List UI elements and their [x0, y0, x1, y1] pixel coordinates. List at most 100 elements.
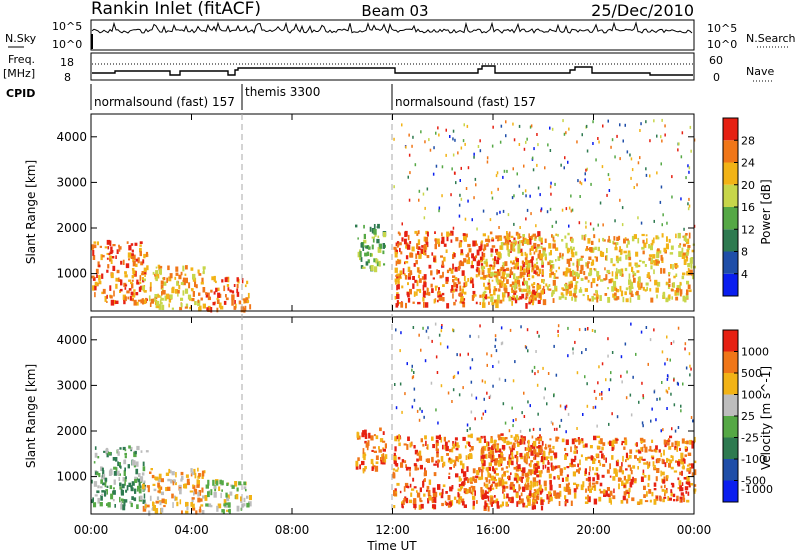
heatmap-cell	[193, 468, 196, 474]
heatmap-cell	[137, 478, 140, 483]
heatmap-cell	[454, 138, 456, 142]
heatmap-cell	[516, 279, 520, 285]
heatmap-cell	[552, 422, 554, 426]
heatmap-cell	[521, 477, 523, 483]
heatmap-cell	[668, 238, 671, 243]
heatmap-cell	[451, 459, 455, 463]
heatmap-cell	[616, 415, 619, 419]
heatmap-cell	[437, 270, 440, 274]
heatmap-cell	[427, 489, 431, 496]
heatmap-cell	[460, 252, 464, 256]
heatmap-cell	[435, 439, 439, 444]
heatmap-cell	[568, 281, 572, 285]
heatmap-cell	[580, 255, 584, 258]
heatmap-cell	[530, 469, 533, 476]
heatmap-cell	[528, 233, 530, 239]
heatmap-cell	[512, 442, 516, 449]
heatmap-cell	[622, 495, 626, 501]
heatmap-cell	[652, 461, 655, 467]
heatmap-cell	[643, 475, 647, 478]
heatmap-cell	[531, 283, 534, 287]
heatmap-cell	[483, 244, 487, 251]
heatmap-cell	[127, 464, 130, 469]
heatmap-cell	[537, 143, 539, 147]
heatmap-cell	[152, 505, 156, 511]
heatmap-cell	[445, 445, 449, 452]
heatmap-cell	[633, 277, 636, 283]
heatmap-cell	[356, 432, 360, 438]
heatmap-cell	[420, 438, 423, 443]
heatmap-cell	[599, 450, 603, 453]
heatmap-cell	[563, 132, 566, 136]
heatmap-cell	[504, 239, 507, 244]
heatmap-cell	[619, 198, 621, 202]
heatmap-cell	[622, 139, 624, 143]
heatmap-cell	[154, 508, 159, 514]
heatmap-cell	[143, 270, 147, 275]
heatmap-cell	[416, 458, 419, 462]
heatmap-cell	[540, 209, 542, 213]
heatmap-cell	[457, 492, 460, 498]
heatmap-cell	[518, 484, 521, 489]
heatmap-cell	[513, 291, 517, 295]
heatmap-cell	[517, 297, 520, 301]
heatmap-cell	[399, 247, 401, 253]
heatmap-cell	[142, 461, 145, 467]
heatmap-cell	[576, 439, 579, 442]
heatmap-cell	[463, 235, 466, 241]
heatmap-cell	[493, 500, 497, 504]
heatmap-cell	[668, 272, 671, 275]
heatmap-cell	[463, 275, 466, 282]
heatmap-cell	[584, 178, 586, 182]
heatmap-cell	[452, 328, 454, 332]
heatmap-cell	[533, 464, 535, 469]
heatmap-cell	[223, 300, 227, 305]
heatmap-cell	[117, 278, 120, 282]
heatmap-cell	[407, 436, 410, 441]
heatmap-cell	[626, 150, 629, 154]
heatmap-cell	[530, 460, 534, 463]
colorbar-tick-label: -25	[741, 432, 759, 445]
heatmap-cell	[195, 284, 198, 289]
heatmap-cell	[528, 301, 531, 305]
heatmap-cell	[575, 484, 579, 490]
heatmap-cell	[545, 257, 547, 261]
heatmap-cell	[94, 285, 97, 291]
heatmap-cell	[637, 466, 639, 470]
heatmap-cell	[650, 297, 654, 303]
heatmap-cell	[547, 500, 550, 504]
heatmap-cell	[508, 253, 510, 257]
heatmap-cell	[125, 476, 127, 480]
heatmap-cell	[686, 499, 690, 503]
heatmap-cell	[192, 485, 196, 489]
heatmap-cell	[509, 284, 513, 287]
heatmap-cell	[633, 186, 635, 189]
heatmap-cell	[542, 464, 544, 470]
heatmap-cell	[620, 248, 623, 255]
heatmap-cell	[514, 297, 518, 304]
heatmap-cell	[185, 303, 189, 309]
power-heatmap-cells	[91, 118, 696, 313]
heatmap-cell	[440, 329, 443, 333]
heatmap-cell	[419, 500, 423, 503]
heatmap-cell	[594, 246, 597, 250]
heatmap-cell	[615, 244, 617, 249]
heatmap-cell	[688, 463, 692, 466]
heatmap-cell	[679, 288, 681, 291]
heatmap-cell	[454, 437, 458, 441]
station-title: Rankin Inlet (fitACF)	[91, 0, 261, 19]
heatmap-cell	[221, 489, 223, 492]
heatmap-cell	[423, 415, 425, 419]
heatmap-cell	[416, 233, 419, 236]
heatmap-cell	[519, 288, 522, 292]
heatmap-cell	[438, 288, 440, 293]
heatmap-cell	[197, 475, 201, 479]
heatmap-cell	[417, 267, 420, 273]
heatmap-cell	[157, 264, 161, 269]
heatmap-cell	[178, 485, 182, 491]
heatmap-cell	[620, 374, 622, 378]
heatmap-cell	[171, 287, 175, 294]
heatmap-cell	[535, 271, 539, 275]
heatmap-cell	[599, 392, 601, 396]
heatmap-cell	[480, 240, 484, 243]
